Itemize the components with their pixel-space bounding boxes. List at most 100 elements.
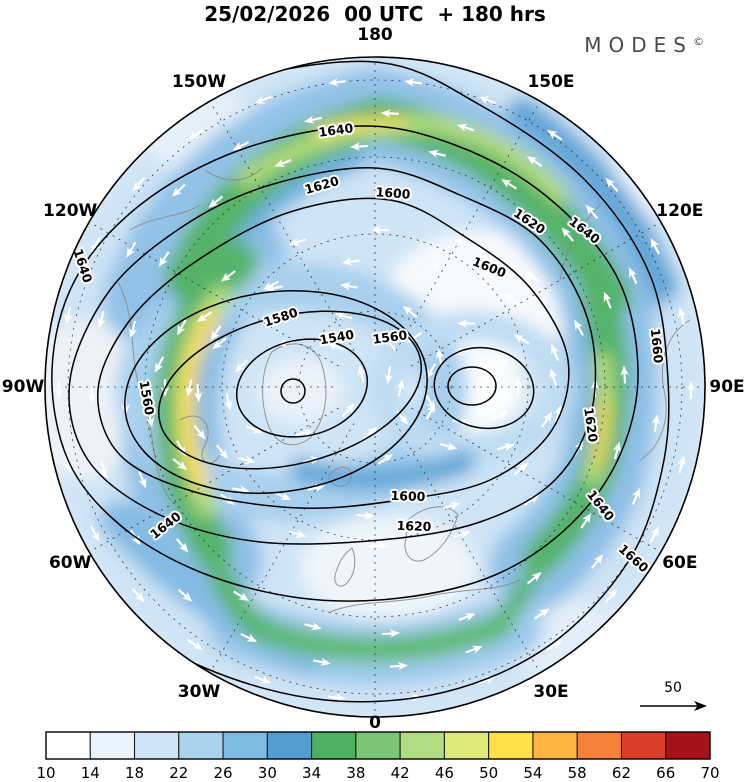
colorbar-tick-label: 54 — [523, 764, 542, 782]
coastline — [329, 579, 521, 613]
meridian-line — [210, 101, 355, 351]
colorbar-segment — [222, 731, 268, 760]
meridian-line — [395, 423, 540, 673]
height-contour — [45, 60, 670, 703]
coastline — [204, 167, 263, 181]
meridian-line — [411, 407, 661, 552]
colorbar-tick-label: 26 — [214, 764, 233, 782]
longitude-label-180: 180 — [357, 25, 393, 45]
coastline — [559, 204, 601, 281]
meridian-line — [395, 101, 540, 351]
meridian-line — [411, 222, 661, 367]
longitude-label-150E: 150E — [527, 72, 574, 92]
meridian-line — [89, 407, 339, 552]
brand-text: MODES — [584, 33, 693, 57]
colorbar-segment — [620, 731, 667, 760]
colorbar-frame — [45, 731, 711, 760]
colorbar-segment — [89, 731, 136, 760]
colorbar-tick-label: 58 — [568, 764, 587, 782]
colorbar-segment — [576, 731, 622, 760]
longitude-labels: 180 150E 120E 90E 60E 30E 0 30W 60W 90W 120W 150W — [2, 25, 745, 733]
longitude-label-30W: 30W — [178, 682, 221, 702]
colorbar-tick-label: 42 — [391, 764, 410, 782]
contour-label: 1600 — [390, 488, 426, 504]
coastline — [179, 415, 221, 464]
colorbar-segment — [488, 731, 534, 760]
colorbar-tick-label: 66 — [656, 764, 675, 782]
graticule — [46, 58, 704, 716]
colorbar-tick-label: 22 — [169, 764, 188, 782]
colorbar-segment — [45, 731, 91, 760]
reference-vector-label: 50 — [664, 680, 682, 696]
colorbar-segment — [532, 731, 578, 760]
brand-logo: MODES© — [584, 33, 704, 57]
height-contour — [51, 125, 639, 602]
colorbar-segment — [134, 731, 180, 760]
coastline-island — [334, 547, 356, 587]
height-contour — [433, 346, 535, 430]
coastline-greenland — [262, 343, 327, 446]
contour-label: 1640 — [318, 120, 355, 140]
colorbar-tick-label: 34 — [302, 764, 321, 782]
colorbar-segment — [178, 731, 224, 760]
coastline — [129, 204, 201, 231]
colorbar-segment — [266, 731, 313, 760]
colorbar-segment — [311, 731, 357, 760]
colorbar-segment — [399, 731, 445, 760]
coastline-island — [328, 466, 352, 487]
longitude-label-150W: 150W — [172, 72, 226, 92]
longitude-label-60W: 60W — [49, 553, 92, 573]
height-contours — [45, 60, 670, 703]
latitude-circle — [144, 156, 606, 618]
map-boundary — [44, 56, 706, 718]
reference-arrow-icon — [640, 701, 707, 711]
colorbar-tick-label: 18 — [125, 764, 144, 782]
contour-label: 1600 — [375, 184, 411, 201]
colorbar-tick-label: 14 — [81, 764, 100, 782]
colorbar-segment — [355, 731, 401, 760]
meridian-line — [210, 423, 355, 673]
latitude-circle — [298, 310, 452, 464]
colorbar-tick-label: 46 — [435, 764, 454, 782]
colorbar: 10 14 18 22 26 30 34 38 42 46 50 54 58 62 66 70 — [36, 731, 720, 782]
coastline — [117, 281, 171, 501]
coastline — [639, 319, 691, 461]
contour-label: 1620 — [581, 407, 601, 444]
height-contour — [68, 167, 597, 545]
height-contour — [235, 338, 369, 438]
latitude-circle — [221, 233, 529, 541]
longitude-label-30E: 30E — [533, 682, 568, 702]
contour-label: 1660 — [648, 328, 667, 364]
height-contour — [158, 310, 422, 470]
longitude-label-0: 0 — [369, 713, 381, 733]
height-contour — [280, 378, 306, 404]
longitude-label-90E: 90E — [709, 377, 744, 397]
coastline-scandinavia — [404, 506, 459, 562]
coastlines — [117, 167, 691, 613]
chart-title: 25/02/2026 00 UTC + 180 hrs — [204, 2, 546, 26]
meridian-line — [89, 222, 339, 367]
colorbar-segment — [665, 731, 711, 760]
longitude-label-120E: 120E — [656, 201, 703, 221]
contour-label: 1620 — [396, 518, 432, 534]
colorbar-tick-label: 30 — [258, 764, 277, 782]
colorbar-tick-label: 38 — [346, 764, 365, 782]
colorbar-tick-label: 50 — [479, 764, 498, 782]
longitude-label-90W: 90W — [2, 377, 45, 397]
colorbar-tick-label: 70 — [700, 764, 719, 782]
brand-mark: © — [693, 35, 704, 48]
longitude-label-120W: 120W — [43, 201, 97, 221]
height-contour — [97, 197, 570, 509]
latitude-circle — [67, 79, 683, 695]
contour-label: 1560 — [372, 327, 409, 347]
longitude-label-60E: 60E — [662, 553, 697, 573]
colorbar-segment — [443, 731, 490, 760]
reference-vector: 50 — [640, 680, 707, 711]
colorbar-tick-label: 62 — [612, 764, 631, 782]
wind-speed-shading — [45, 57, 705, 717]
height-contour — [124, 289, 428, 495]
height-contour — [447, 366, 497, 406]
